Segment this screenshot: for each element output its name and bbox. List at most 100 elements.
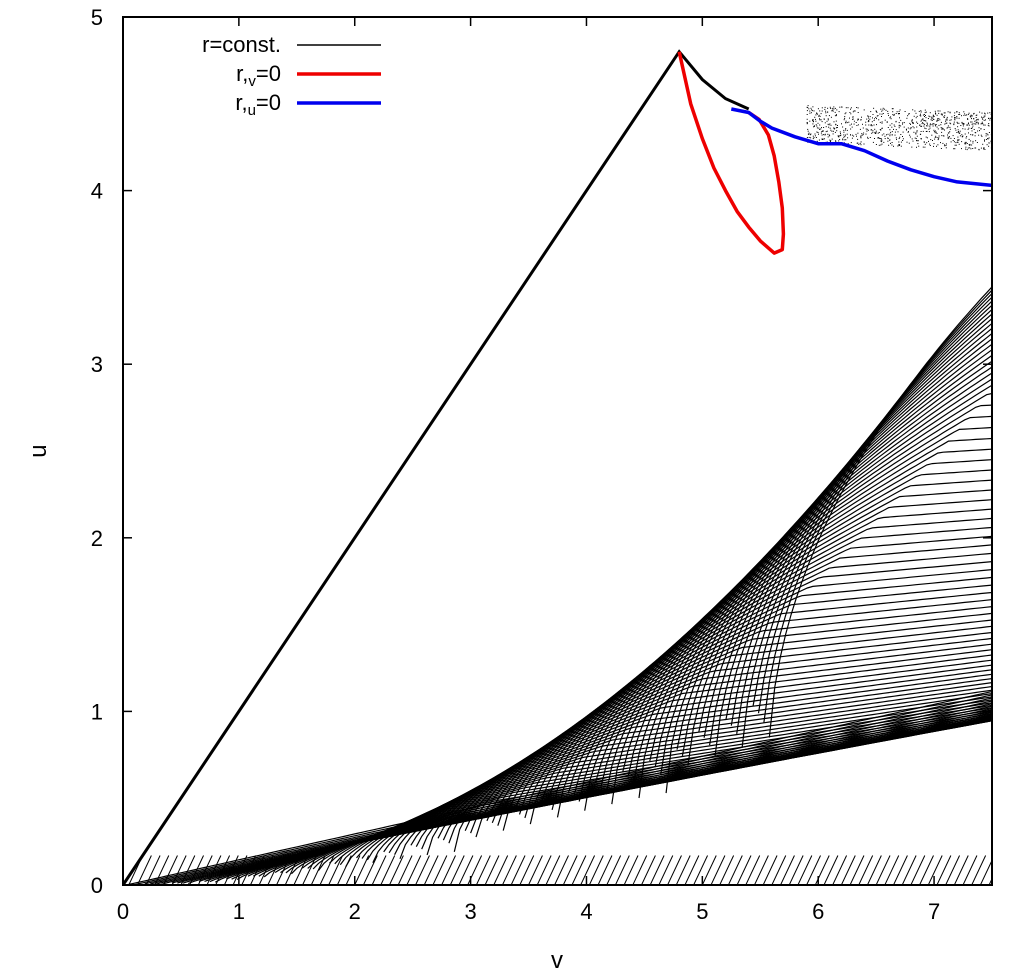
contour-line xyxy=(280,717,992,874)
contour-line xyxy=(432,855,448,885)
stipple-dot xyxy=(850,107,852,109)
contour-line xyxy=(736,855,752,885)
stipple-dot xyxy=(933,116,935,117)
stipple-dot xyxy=(835,120,837,122)
stipple-dot xyxy=(915,117,917,119)
stipple-dot xyxy=(807,130,809,132)
stipple-dot xyxy=(948,137,950,139)
stipple-dot xyxy=(916,126,918,128)
stipple-dot xyxy=(895,120,897,122)
stipple-dot xyxy=(808,133,810,135)
stipple-dot xyxy=(954,119,956,121)
stipple-dot xyxy=(818,114,820,116)
stipple-dot xyxy=(929,145,931,146)
stipple-dot xyxy=(971,144,973,146)
stipple-dot xyxy=(968,144,970,146)
contour-line xyxy=(594,448,992,783)
stipple-dot xyxy=(847,143,849,145)
contour-line xyxy=(410,659,992,846)
contour-line xyxy=(519,855,535,885)
stipple-dot xyxy=(883,108,885,110)
stipple-dot xyxy=(905,128,907,130)
stipple-dot xyxy=(908,113,910,114)
stipple-dot xyxy=(940,127,942,129)
contour-line xyxy=(423,855,439,885)
stipple-dot xyxy=(892,114,894,116)
stipple-dot xyxy=(971,115,973,117)
stipple-dot xyxy=(850,142,852,144)
contour-line xyxy=(832,855,848,885)
stipple-dot xyxy=(824,133,826,135)
stipple-dot xyxy=(953,121,955,123)
stipple-dot xyxy=(823,138,825,140)
stipple-dot xyxy=(937,110,939,112)
stipple-dot xyxy=(956,121,958,123)
stipple-dot xyxy=(933,131,935,133)
stipple-dot xyxy=(870,124,872,125)
stipple-dot xyxy=(966,136,968,138)
stipple-dot xyxy=(954,144,956,146)
stipple-dot xyxy=(939,119,941,121)
stipple-dot xyxy=(959,135,961,137)
contour-line xyxy=(649,855,665,885)
stipple-dot xyxy=(907,131,909,133)
stipple-dot xyxy=(957,141,959,143)
stipple-dot xyxy=(912,140,914,142)
stipple-dot xyxy=(904,111,906,112)
x-tick-label: 5 xyxy=(696,899,708,924)
stipple-dot xyxy=(868,120,870,122)
stipple-dot xyxy=(827,118,829,120)
stipple-dot xyxy=(911,120,913,121)
stipple-dot xyxy=(817,122,819,124)
stipple-dot xyxy=(876,124,877,126)
stipple-dot xyxy=(893,145,894,147)
contour-line xyxy=(458,855,474,885)
y-tick-label: 3 xyxy=(91,352,103,377)
stipple-dot xyxy=(824,108,826,110)
stipple-dot xyxy=(957,131,959,132)
stipple-dot xyxy=(906,141,908,143)
stipple-dot xyxy=(860,144,862,146)
stipple-dot xyxy=(850,128,852,130)
stipple-dot xyxy=(812,119,814,121)
contour-line xyxy=(638,378,992,799)
contour-line xyxy=(284,855,300,885)
stipple-dot xyxy=(863,143,865,145)
contour-line xyxy=(528,855,543,885)
stipple-dot xyxy=(961,141,963,143)
stipple-dot xyxy=(984,124,986,126)
contour-line xyxy=(556,499,992,818)
stipple-dot xyxy=(832,110,834,112)
stipple-dot xyxy=(920,115,922,117)
stipple-dot xyxy=(953,141,955,143)
stipple-dot xyxy=(893,115,895,116)
stipple-dot xyxy=(957,126,959,128)
stipple-dot xyxy=(965,146,967,148)
stipple-dot xyxy=(965,114,967,116)
stipple-dot xyxy=(972,148,974,149)
stipple-dot xyxy=(980,123,982,125)
contour-line xyxy=(632,855,648,885)
contour-line xyxy=(241,855,257,885)
stipple-dot xyxy=(846,129,848,131)
stipple-dot xyxy=(887,137,889,139)
stipple-dot xyxy=(830,124,832,126)
stipple-dot xyxy=(881,134,883,136)
stipple-dot xyxy=(810,133,812,135)
stipple-dot xyxy=(882,109,884,111)
stipple-dot xyxy=(833,106,835,108)
contour-line xyxy=(493,855,509,885)
stipple-dot xyxy=(834,131,836,133)
stipple-dot xyxy=(868,117,869,119)
stipple-dot xyxy=(938,137,940,139)
stipple-dot xyxy=(973,112,975,114)
stipple-dot xyxy=(981,122,983,124)
contour-line xyxy=(919,855,934,885)
stipple-dot xyxy=(810,107,812,109)
stipple-dot xyxy=(857,132,859,134)
stipple-dot xyxy=(958,139,960,141)
contour-line xyxy=(276,855,291,885)
stipple-dot xyxy=(815,124,817,126)
stipple-dot xyxy=(916,135,918,137)
contour-line xyxy=(536,855,552,885)
